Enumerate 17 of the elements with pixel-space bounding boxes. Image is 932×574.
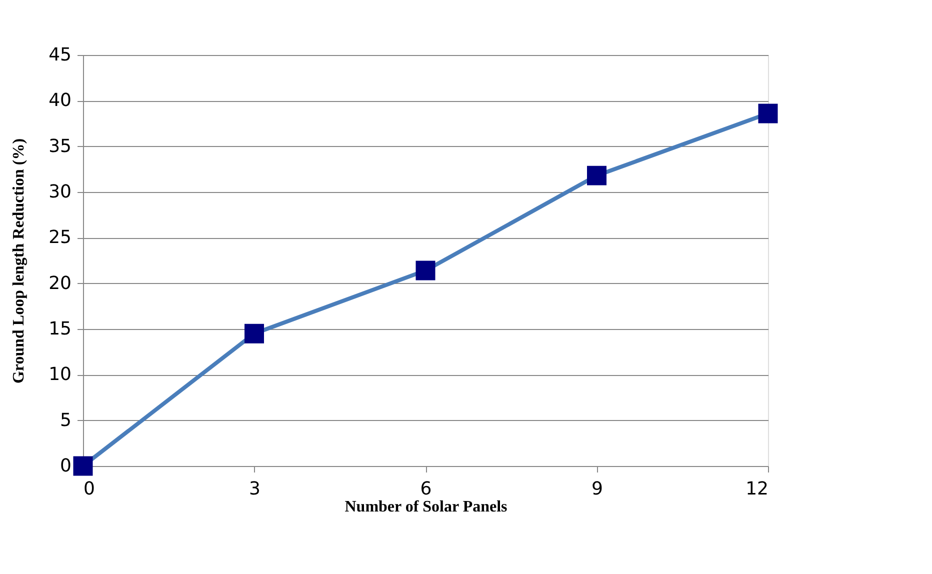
y-tick-label: 15 [48, 318, 72, 340]
x-tick-label: 9 [592, 478, 603, 500]
y-axis-title: Ground Loop length Reduction (%) [10, 138, 28, 384]
y-tick-label: 5 [60, 410, 72, 431]
y-tick-label: 20 [48, 272, 72, 294]
x-tick-label: 0 [84, 478, 95, 500]
y-tick-label: 0 [60, 456, 72, 476]
x-tick-label: 3 [249, 478, 260, 500]
y-tick-label: 40 [48, 90, 72, 112]
y-tick-label: 45 [48, 44, 72, 66]
x-tick-label: 6 [420, 478, 432, 500]
x-axis-title: Number of Solar Panels [344, 498, 508, 516]
y-tick-label: 10 [48, 364, 72, 386]
y-tick-label: 25 [48, 227, 72, 248]
x-tick-label: 12 [746, 478, 768, 500]
y-tick-label: 35 [48, 136, 72, 157]
y-tick-label: 30 [48, 182, 72, 202]
